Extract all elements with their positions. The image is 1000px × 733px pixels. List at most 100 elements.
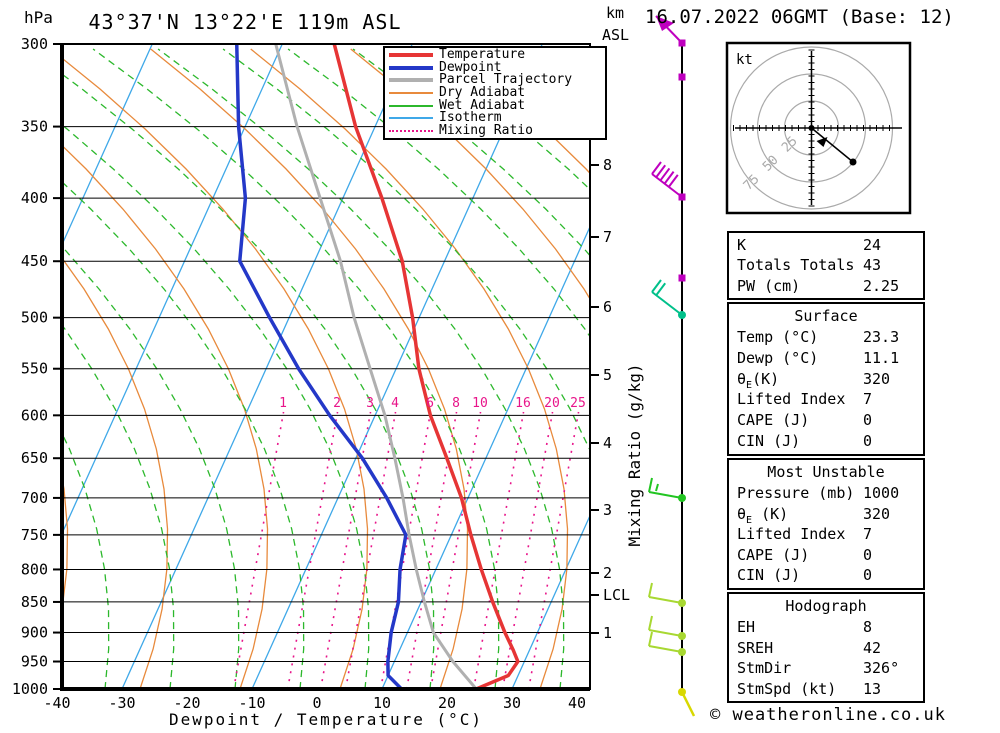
pressure-tick-label: 400: [21, 189, 48, 207]
pressure-grid: [53, 43, 590, 690]
pressure-tick-label: 600: [21, 406, 48, 424]
pressure-tick-label: 950: [21, 653, 48, 671]
row-label: Dewp (°C): [737, 348, 819, 367]
dry-adiabat-line: [450, 48, 590, 175]
dry-adiabat-line: [62, 475, 69, 613]
row-label: CAPE (J): [737, 411, 810, 430]
table-row: K 24: [729, 235, 923, 255]
row-value: 320: [863, 369, 891, 388]
curve-temperature: [332, 44, 520, 689]
legend-line-sample-wet-adiabat: [389, 104, 433, 107]
row-value: 8: [863, 618, 873, 636]
wind-barb-staff: [648, 15, 696, 717]
row-value: 43: [863, 256, 882, 275]
sounding-curves: [235, 44, 520, 689]
location-title: 43°37'N 13°22'E 119m ASL: [88, 10, 402, 34]
legend-line-sample-temperature: [389, 53, 433, 58]
plot-frame: [61, 43, 591, 690]
mixing-ratio-value-label: 3: [366, 396, 374, 411]
table-row: Lifted Index 7: [729, 389, 923, 410]
temperature-tick-label: 40: [568, 694, 586, 712]
row-value: 42: [863, 638, 882, 657]
wind-barb: [678, 73, 686, 81]
table-row: CIN (J) 0: [729, 431, 923, 452]
mixing-ratio-value-label: 20: [544, 396, 560, 411]
row-value: 0: [863, 432, 873, 451]
row-label: StmDir: [737, 659, 792, 677]
table-row: Temp (°C) 23.3: [729, 327, 923, 348]
x-axis-title: Dewpoint / Temperature (°C): [169, 710, 483, 729]
row-value: 11.1: [863, 348, 900, 367]
pressure-tick-label: 800: [21, 560, 48, 578]
table-title: Most Unstable: [767, 463, 885, 481]
row-label: Lifted Index: [737, 390, 846, 409]
legend-label: Dry Adiabat: [439, 84, 526, 100]
legend-line-sample-mixing-ratio: [389, 129, 433, 132]
row-value: 0: [863, 411, 873, 430]
pressure-tick-label: 450: [21, 252, 48, 270]
mixing-ratio-value-label: 10: [472, 396, 488, 411]
mixing-ratio-line: [319, 411, 372, 690]
km-tick-label: 4: [603, 434, 612, 452]
table-row: SREH 42: [729, 638, 923, 659]
temperature-tick-label: -20: [173, 694, 200, 712]
table-row: EH 8: [729, 617, 923, 638]
row-label: Pressure (mb): [737, 484, 855, 502]
legend-line-sample-parcel-trajectory: [389, 78, 433, 83]
row-value: 2.25: [863, 276, 900, 295]
legend-line-sample-dewpoint: [389, 65, 433, 70]
wind-barb: [655, 15, 686, 47]
row-value: 13: [863, 679, 882, 698]
barb-dot: [678, 274, 686, 282]
copyright: © weatheronline.co.uk: [710, 705, 946, 725]
row-value: 0: [863, 545, 873, 564]
altitude-axis-unit-asl: ASL: [602, 26, 630, 44]
row-label: SREH: [737, 638, 774, 657]
legend-item: Mixing Ratio: [385, 124, 605, 137]
hodograph-trace-end-dot: [849, 158, 857, 166]
legend-line-sample-dry-adiabat: [389, 91, 433, 94]
curve-dewpoint: [235, 44, 408, 689]
mixing-ratio-value-label: 2: [333, 396, 341, 411]
barb-dot: [678, 73, 686, 81]
row-label: K: [737, 236, 747, 254]
row-label: Totals Totals: [737, 256, 855, 275]
legend-label: Parcel Trajectory: [439, 72, 573, 88]
legend-item: Parcel Trajectory: [385, 72, 605, 88]
pressure-axis-unit: hPa: [24, 8, 53, 27]
row-label: Lifted Index: [737, 525, 846, 544]
table-row: Dewp (°C) 11.1: [729, 348, 923, 369]
km-tick-label: 7: [603, 228, 612, 246]
temperature-tick-label: 20: [438, 694, 456, 712]
row-value: 24: [863, 236, 882, 254]
plot-border: [60, 43, 591, 691]
row-value: 320: [863, 504, 891, 523]
hodograph-origin-dot: [808, 125, 815, 131]
mixing-ratio-value-label: 8: [452, 396, 460, 411]
wind-barb: [651, 161, 686, 201]
mixing-ratio-value-label: 4: [391, 396, 399, 411]
legend-item: Temperature: [385, 48, 605, 61]
table-row: PW (cm) 2.25: [729, 276, 923, 296]
pressure-tick-label: 550: [21, 360, 48, 378]
temperature-tick-label: 30: [503, 694, 521, 712]
mixing-ratio-line: [232, 411, 285, 690]
most-unstable-table: Most Unstable Pressure (mb) 1000 θE (K) 320 L…: [727, 458, 925, 590]
isotherm-line: [0, 44, 22, 689]
temperature-tick-label: -40: [43, 694, 70, 712]
temperature-tick-label: -30: [108, 694, 135, 712]
pressure-tick-label: 900: [21, 624, 48, 642]
temperature-tick-label: -10: [238, 694, 265, 712]
km-tick-label: 5: [603, 366, 612, 384]
row-label: CAPE (J): [737, 545, 810, 564]
mixing-ratio-value-label: 1: [279, 396, 287, 411]
table-row: Totals Totals 43: [729, 255, 923, 275]
wind-barb: [648, 477, 686, 502]
km-tick-label: 1: [603, 624, 612, 642]
legend-line-sample-isotherm: [389, 117, 433, 120]
isotherm-line: [62, 44, 153, 247]
legend-item: Isotherm: [385, 111, 605, 124]
